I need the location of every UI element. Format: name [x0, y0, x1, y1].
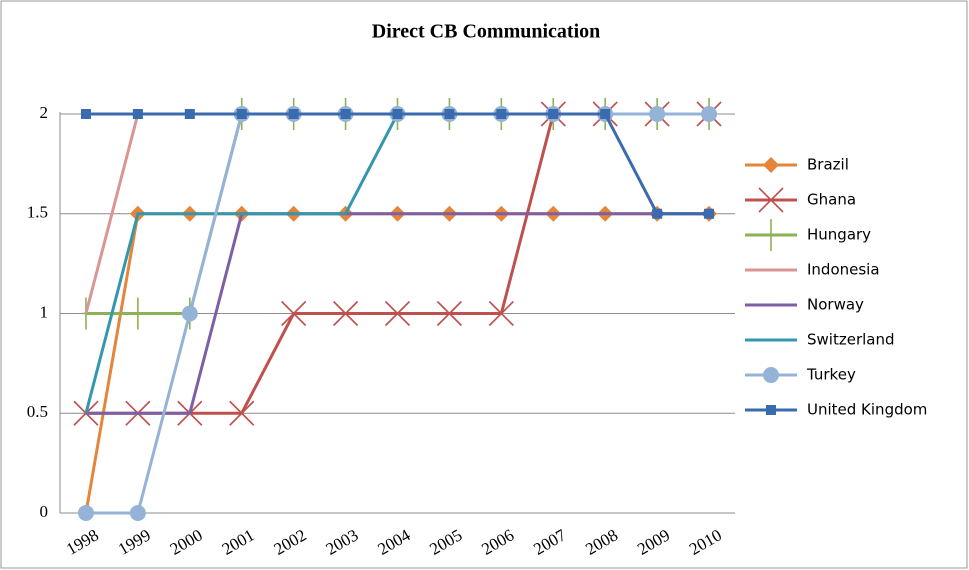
- marker: [288, 109, 299, 119]
- marker: [600, 109, 611, 119]
- marker: [229, 400, 255, 426]
- marker: [763, 367, 779, 383]
- y-tick-label: 2: [40, 103, 49, 122]
- legend-label: Ghana: [807, 191, 856, 209]
- legend-label: Switzerland: [807, 331, 895, 349]
- marker: [181, 305, 198, 322]
- marker: [766, 405, 776, 415]
- marker: [496, 109, 507, 119]
- marker: [133, 297, 142, 330]
- marker: [763, 157, 779, 173]
- marker: [77, 505, 94, 521]
- marker: [758, 187, 784, 213]
- marker: [281, 300, 307, 327]
- marker: [236, 109, 247, 119]
- marker: [548, 109, 559, 119]
- legend-label: Indonesia: [807, 261, 880, 279]
- marker: [444, 109, 455, 119]
- legend-label: United Kingdom: [807, 401, 927, 419]
- marker: [340, 109, 351, 119]
- legend-label: Hungary: [807, 226, 871, 244]
- marker: [488, 300, 514, 327]
- y-tick-label: 0.5: [27, 402, 48, 421]
- marker: [132, 109, 143, 119]
- legend-label: Norway: [807, 296, 864, 314]
- chart-title: Direct CB Communication: [372, 21, 601, 43]
- marker: [701, 106, 718, 122]
- marker: [73, 400, 99, 426]
- marker: [704, 208, 715, 219]
- marker: [767, 219, 775, 251]
- marker: [129, 505, 146, 521]
- marker: [652, 208, 663, 219]
- y-tick-label: 0: [40, 502, 49, 521]
- legend-label: Turkey: [806, 366, 856, 384]
- y-tick-label: 1.5: [27, 203, 48, 222]
- legend-label: Brazil: [807, 156, 849, 174]
- marker: [392, 109, 403, 119]
- series-line: [85, 212, 710, 415]
- marker: [81, 297, 90, 330]
- y-tick-label: 1: [40, 302, 49, 321]
- marker: [384, 300, 411, 327]
- marker: [80, 109, 91, 119]
- marker: [184, 109, 195, 119]
- marker: [333, 300, 359, 327]
- marker: [649, 106, 666, 122]
- marker: [436, 300, 462, 327]
